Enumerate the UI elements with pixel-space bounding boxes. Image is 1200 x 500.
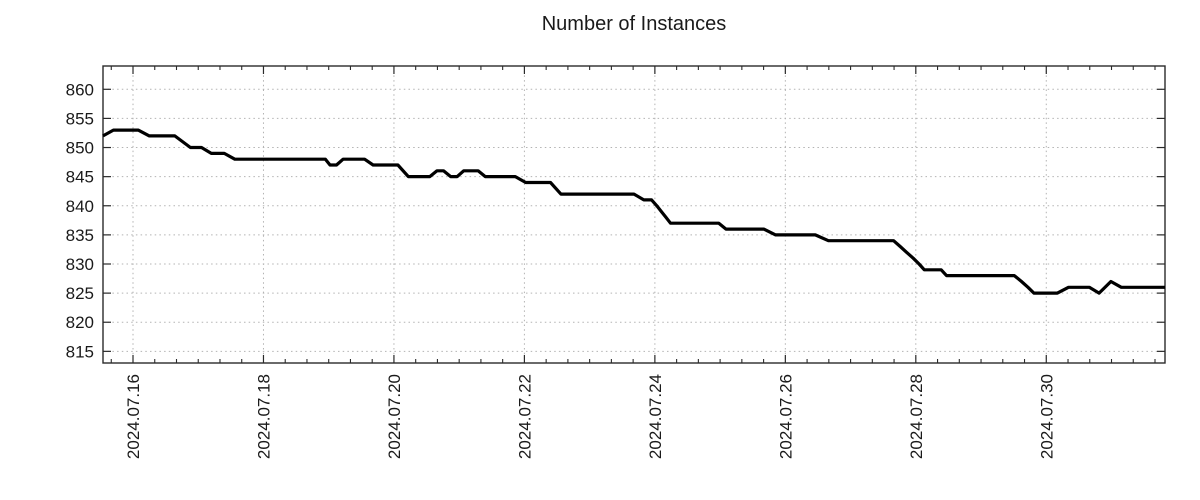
chart-title: Number of Instances [541, 13, 727, 35]
plot-border [102, 65, 1166, 364]
y-tick-label: 820 [66, 313, 94, 332]
x-tick-label: 2024.07.16 [124, 374, 143, 459]
y-tick-label: 840 [66, 197, 94, 216]
y-tick-label: 850 [66, 139, 94, 158]
x-tick-label: 2024.07.24 [646, 374, 665, 459]
x-tick-label: 2024.07.18 [254, 374, 273, 459]
y-tick-label: 825 [66, 284, 94, 303]
x-tick-label: 2024.07.26 [776, 374, 795, 459]
y-tick-label: 845 [66, 168, 94, 187]
y-tick-label: 855 [66, 109, 94, 128]
x-tick-label: 2024.07.30 [1037, 374, 1056, 459]
x-tick-label: 2024.07.28 [907, 374, 926, 459]
y-tick-label: 830 [66, 255, 94, 274]
y-tick-label: 815 [66, 342, 94, 361]
x-tick-label: 2024.07.22 [515, 374, 534, 459]
y-tick-label: 860 [66, 80, 94, 99]
y-tick-label: 835 [66, 226, 94, 245]
data-line [102, 128, 1165, 295]
x-tick-label: 2024.07.20 [385, 374, 404, 459]
